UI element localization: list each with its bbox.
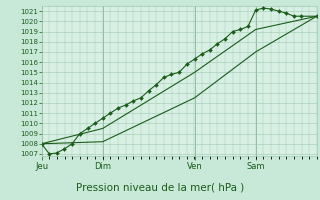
Text: Pression niveau de la mer( hPa ): Pression niveau de la mer( hPa ) [76,182,244,192]
